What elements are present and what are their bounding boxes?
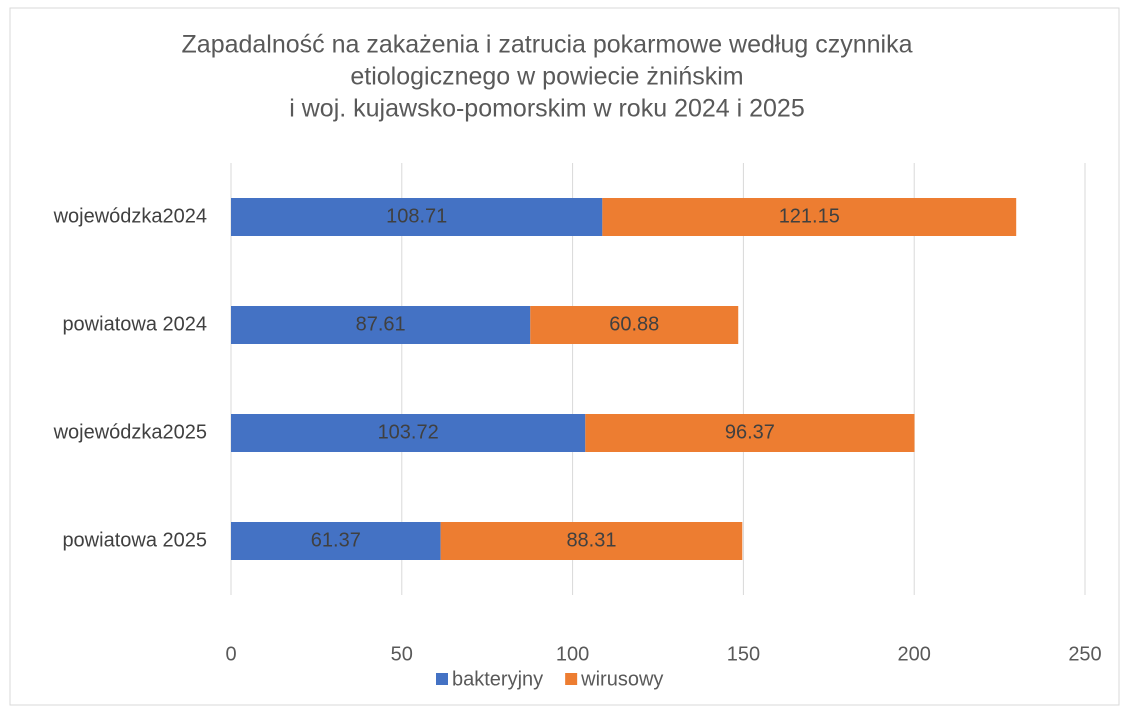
data-label: 96.37: [725, 421, 775, 443]
chart-title: i woj. kujawsko-pomorskim w roku 2024 i …: [289, 95, 805, 123]
data-label: 121.15: [779, 205, 840, 227]
x-tick-label: 150: [727, 643, 760, 665]
bar-segment: [231, 414, 586, 452]
x-tick-label: 250: [1068, 643, 1101, 665]
data-label: 108.71: [386, 205, 447, 227]
bar-segment: [530, 306, 739, 344]
data-label: 60.88: [609, 313, 659, 335]
legend-swatch: [436, 673, 448, 685]
y-tick-label: powiatowa 2025: [62, 529, 207, 551]
bar-segment: [602, 198, 1017, 236]
chart-title: etiologicznego w powiecie żnińskim: [350, 63, 743, 91]
data-label: 87.61: [356, 313, 406, 335]
y-tick-label: powiatowa 2024: [62, 313, 207, 335]
bar-segment: [440, 522, 743, 560]
chart-border: [9, 7, 1120, 706]
data-label: 103.72: [378, 421, 439, 443]
y-tick-label: wojewódzka2024: [53, 205, 207, 227]
x-tick-label: 50: [391, 643, 413, 665]
data-label: 88.31: [566, 529, 616, 551]
bar-segment: [231, 306, 531, 344]
x-tick-label: 100: [556, 643, 589, 665]
chart-title: Zapadalność na zakażenia i zatrucia poka…: [182, 31, 913, 59]
x-tick-label: 200: [898, 643, 931, 665]
x-tick-label: 0: [225, 643, 236, 665]
data-label: 61.37: [311, 529, 361, 551]
bar-segment: [231, 522, 441, 560]
y-tick-label: wojewódzka2025: [53, 421, 207, 443]
legend-label: bakteryjny: [452, 668, 543, 690]
legend-label: wirusowy: [580, 668, 663, 690]
bar-segment: [231, 198, 603, 236]
legend-swatch: [565, 673, 578, 685]
bar-segment: [585, 414, 915, 452]
